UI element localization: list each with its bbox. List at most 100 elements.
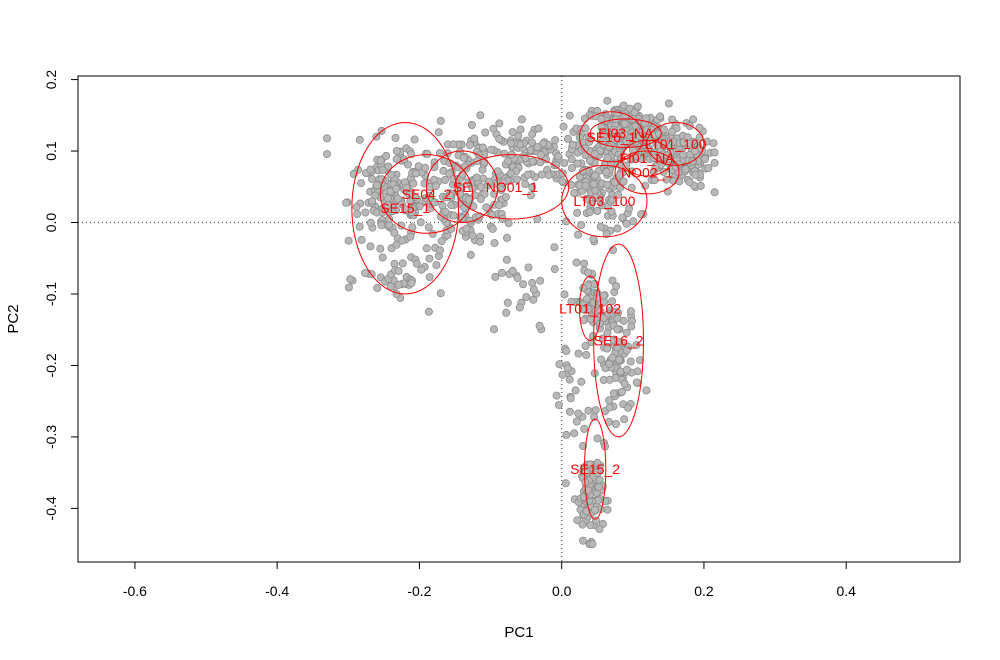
data-point <box>590 149 599 158</box>
data-point <box>544 171 553 180</box>
data-point <box>502 233 511 242</box>
data-point <box>387 207 396 216</box>
data-point <box>613 325 622 334</box>
data-point <box>574 409 583 418</box>
data-point <box>352 203 361 212</box>
group-label: NO02_1 <box>621 164 673 180</box>
data-point <box>472 173 481 182</box>
data-point <box>567 155 576 164</box>
data-point <box>582 194 591 203</box>
data-point <box>423 149 432 158</box>
data-point <box>573 516 582 525</box>
data-point <box>412 259 421 268</box>
data-point <box>392 240 401 249</box>
data-point <box>619 177 628 186</box>
data-point <box>689 115 698 124</box>
data-point <box>577 377 586 386</box>
data-point <box>696 181 705 190</box>
data-point <box>550 265 559 274</box>
group-ellipse <box>578 275 602 341</box>
x-tick-label: 0.0 <box>552 583 572 599</box>
data-point <box>578 520 587 529</box>
data-point <box>584 486 593 495</box>
data-point <box>342 198 351 207</box>
data-point <box>620 415 629 424</box>
data-point <box>539 139 548 148</box>
data-point <box>529 285 538 294</box>
data-point <box>524 263 533 272</box>
data-point <box>622 137 631 146</box>
data-point <box>500 149 509 158</box>
data-point <box>642 386 651 395</box>
data-point <box>402 183 411 192</box>
group-ellipse <box>589 118 662 148</box>
data-point <box>499 178 508 187</box>
data-point <box>561 479 570 488</box>
data-point <box>476 237 485 246</box>
data-point <box>436 289 445 298</box>
data-point <box>619 101 628 110</box>
data-point <box>622 161 631 170</box>
data-point <box>462 224 471 233</box>
data-point <box>507 139 516 148</box>
data-point <box>398 259 407 268</box>
data-point <box>585 156 594 165</box>
data-point <box>398 236 407 245</box>
data-point <box>478 143 487 152</box>
data-point <box>695 123 704 132</box>
data-point <box>675 177 684 186</box>
data-point <box>373 181 382 190</box>
y-tick-label: 0.2 <box>43 70 59 90</box>
group-ellipse <box>561 164 648 238</box>
data-point <box>593 434 602 443</box>
data-point <box>572 258 581 267</box>
data-point <box>554 152 563 161</box>
data-point <box>562 430 571 439</box>
data-point <box>441 175 450 184</box>
data-point <box>376 244 385 253</box>
data-point <box>434 128 443 137</box>
x-axis: -0.6 -0.4 -0.2 0.0 0.2 0.4 <box>123 561 856 599</box>
data-point <box>554 400 563 409</box>
data-point <box>636 356 645 365</box>
data-point <box>446 191 455 200</box>
data-point <box>476 195 485 204</box>
data-point <box>605 375 614 384</box>
data-point <box>490 239 499 248</box>
group-ellipse <box>593 243 644 438</box>
data-point <box>357 179 366 188</box>
data-point <box>422 244 431 253</box>
data-point <box>508 128 517 137</box>
data-point <box>597 355 606 364</box>
data-point <box>453 163 462 172</box>
data-point <box>447 201 456 210</box>
group-ellipse <box>646 121 705 166</box>
data-point <box>564 134 573 143</box>
data-point <box>581 181 590 190</box>
data-point <box>642 125 651 134</box>
data-point <box>577 220 586 229</box>
y-tick-label: -0.1 <box>43 282 59 306</box>
y-tick-label: -0.3 <box>43 425 59 449</box>
data-point <box>504 219 513 228</box>
data-point <box>495 119 504 128</box>
data-point <box>467 121 476 130</box>
data-point <box>405 190 414 199</box>
data-points <box>322 96 719 549</box>
data-point <box>690 146 699 155</box>
group-ellipses <box>351 111 705 520</box>
data-point <box>562 346 571 355</box>
y-tick-label: 0.1 <box>43 141 59 161</box>
data-point <box>535 321 544 330</box>
data-point <box>497 268 506 277</box>
data-point <box>602 229 611 238</box>
data-point <box>570 429 579 438</box>
data-point <box>407 208 416 217</box>
data-point <box>502 255 511 264</box>
data-point <box>406 232 415 241</box>
data-point <box>565 407 574 416</box>
data-point <box>584 268 593 277</box>
group-ellipse <box>614 150 680 195</box>
x-axis-title: PC1 <box>504 624 533 641</box>
group-ellipse <box>578 111 644 163</box>
